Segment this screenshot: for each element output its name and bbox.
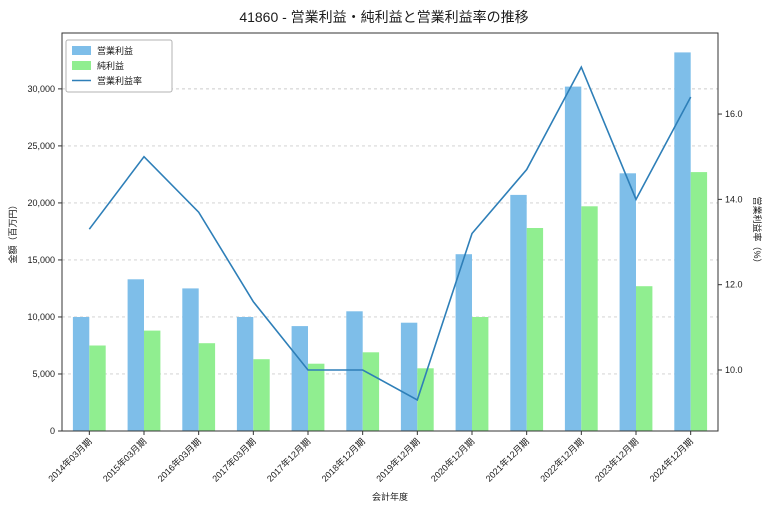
- plot-border: [61, 32, 719, 432]
- operating-profit-bar: [510, 194, 527, 431]
- x-axis-tick-label: 2014年03月期: [46, 436, 94, 484]
- margin-line-group: [88, 65, 692, 402]
- x-axis-tick-label: 2021年12月期: [483, 436, 531, 484]
- operating-profit-bar: [72, 317, 90, 431]
- legend-swatch-operating-profit: [72, 46, 91, 55]
- operating-profit-bar: [182, 288, 199, 431]
- net-profit-bar: [89, 345, 106, 431]
- right-axis-label: 営業利益率（%）: [752, 196, 763, 267]
- x-axis-label: 会計年度: [372, 491, 408, 502]
- net-profit-bar: [472, 317, 489, 431]
- x-axis-tick-label: 2022年12月期: [538, 436, 586, 484]
- legend-label: 営業利益: [97, 45, 133, 56]
- net-profit-bar: [526, 228, 544, 431]
- left-axis-label: 金額（百万円）: [7, 200, 18, 263]
- legend-label: 純利益: [97, 60, 124, 71]
- bars: [72, 52, 708, 432]
- x-axis-tick-label: 2020年12月期: [428, 436, 476, 484]
- operating-profit-bar: [346, 311, 363, 431]
- operating-profit-bar: [236, 317, 254, 431]
- net-profit-bar: [308, 363, 325, 431]
- left-axis-tick-label: 25,000: [27, 141, 55, 151]
- x-axis-tick-label: 2024年12月期: [647, 436, 695, 484]
- x-axis-tick-label: 2017年03月期: [210, 436, 258, 484]
- net-profit-bar: [581, 206, 598, 431]
- left-axis-tick-label: 0: [50, 426, 55, 436]
- right-axis-tick-label: 10.0: [725, 365, 743, 375]
- x-axis-tick-label: 2016年03月期: [155, 436, 203, 484]
- x-axis-tick-label: 2017年12月期: [264, 436, 312, 484]
- operating-profit-bar: [127, 279, 144, 431]
- right-axis-tick-label: 16.0: [725, 109, 743, 119]
- x-axis-tick-label: 2018年12月期: [319, 436, 367, 484]
- net-profit-bar: [198, 343, 216, 431]
- operating-profit-bar: [400, 322, 418, 431]
- operating-profit-bar: [674, 52, 691, 432]
- left-axis-tick-label: 10,000: [27, 312, 55, 322]
- right-axis-tick-label: 12.0: [725, 280, 743, 290]
- left-axis-tick-label: 20,000: [27, 198, 55, 208]
- net-profit-bar: [690, 172, 708, 431]
- legend-box: [65, 39, 173, 93]
- net-profit-bar: [253, 359, 270, 431]
- operating-profit-bar: [455, 254, 472, 431]
- operating-margin-line: [88, 65, 692, 402]
- x-axis-tick-label: 2019年12月期: [374, 436, 422, 484]
- x-axis-tick-label: 2023年12月期: [592, 436, 640, 484]
- left-axis-tick-label: 15,000: [27, 255, 55, 265]
- operating-profit-bar: [564, 86, 582, 431]
- legend-swatch-net-profit: [72, 61, 91, 70]
- operating-profit-bar: [291, 326, 308, 431]
- chart-title: 41860 - 営業利益・純利益と営業利益率の推移: [239, 9, 528, 25]
- right-axis-tick-label: 14.0: [725, 194, 743, 204]
- operating-profit-bar: [619, 173, 636, 432]
- left-axis-tick-label: 30,000: [27, 84, 55, 94]
- net-profit-bar: [417, 368, 434, 431]
- legend-label: 営業利益率: [97, 75, 142, 86]
- net-profit-bar: [362, 352, 380, 431]
- net-profit-bar: [144, 330, 161, 431]
- x-axis-tick-label: 2015年03月期: [100, 436, 148, 484]
- net-profit-bar: [636, 286, 653, 431]
- left-axis-tick-label: 5,000: [32, 369, 55, 379]
